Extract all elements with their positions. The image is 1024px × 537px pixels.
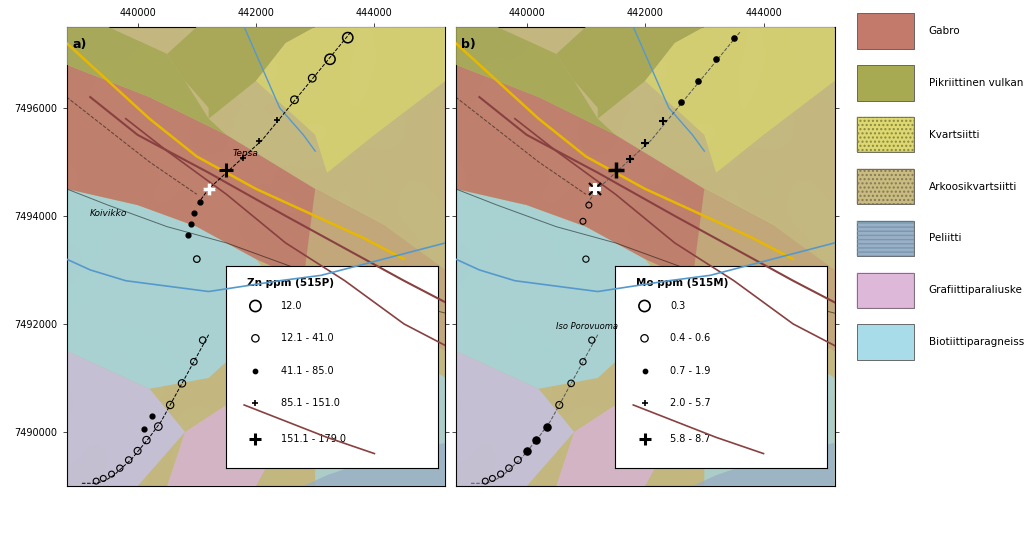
Point — [477, 477, 494, 485]
Polygon shape — [303, 443, 445, 486]
Point — [563, 379, 580, 388]
Text: Iso Porovuoma: Iso Porovuoma — [556, 322, 618, 331]
Point — [574, 358, 591, 366]
Bar — [857, 117, 914, 153]
Polygon shape — [67, 351, 185, 486]
Point — [129, 447, 145, 455]
Point — [185, 358, 202, 366]
Bar — [857, 169, 914, 205]
Bar — [857, 272, 914, 308]
Point — [501, 464, 517, 473]
Point — [518, 447, 535, 455]
Point — [322, 55, 338, 63]
Bar — [857, 221, 914, 256]
Point — [151, 422, 167, 431]
Point — [162, 401, 178, 409]
Point — [138, 436, 155, 444]
Point — [493, 470, 509, 478]
Polygon shape — [456, 64, 835, 351]
Point — [551, 401, 567, 409]
Point — [135, 425, 152, 433]
Bar — [857, 221, 914, 256]
Text: Peliitti: Peliitti — [929, 234, 962, 243]
Point — [121, 456, 137, 465]
Point — [191, 198, 208, 207]
Bar — [857, 169, 914, 205]
Point — [574, 217, 591, 226]
Polygon shape — [167, 27, 315, 119]
Point — [584, 336, 600, 344]
Polygon shape — [456, 351, 574, 486]
Text: a): a) — [73, 38, 87, 52]
Point — [287, 96, 303, 104]
Point — [182, 220, 199, 228]
Polygon shape — [67, 351, 185, 486]
Bar — [857, 272, 914, 308]
Point — [673, 98, 689, 107]
Point — [527, 436, 544, 444]
Text: Grafiittiparaliuske: Grafiittiparaliuske — [929, 285, 1023, 295]
Polygon shape — [67, 189, 286, 389]
Point — [578, 255, 594, 264]
Bar — [857, 13, 914, 49]
Text: Kvartsiitti: Kvartsiitti — [929, 129, 979, 140]
Polygon shape — [286, 189, 445, 351]
Polygon shape — [556, 27, 705, 119]
Point — [188, 255, 205, 264]
Text: Tepsa: Tepsa — [232, 149, 258, 158]
Point — [540, 422, 556, 431]
Point — [195, 336, 211, 344]
Point — [690, 77, 707, 85]
Point — [708, 55, 724, 63]
Point — [185, 209, 202, 217]
Polygon shape — [167, 405, 286, 486]
Point — [340, 33, 356, 42]
Polygon shape — [705, 351, 835, 486]
Bar — [857, 65, 914, 100]
Point — [726, 33, 742, 42]
Polygon shape — [692, 443, 835, 486]
Polygon shape — [456, 189, 675, 389]
Point — [144, 411, 161, 420]
Point — [112, 464, 128, 473]
Point — [484, 474, 501, 483]
Polygon shape — [315, 351, 445, 486]
Bar — [857, 117, 914, 153]
Text: Koivikko: Koivikko — [90, 209, 128, 218]
Polygon shape — [256, 27, 445, 173]
Text: b): b) — [462, 38, 476, 52]
Polygon shape — [67, 27, 226, 135]
Point — [95, 474, 112, 483]
Point — [88, 477, 104, 485]
Text: Biotiittiparagneissi: Biotiittiparagneissi — [929, 337, 1024, 347]
Polygon shape — [67, 64, 445, 351]
Polygon shape — [556, 405, 675, 486]
Text: Arkoosikvartsiitti: Arkoosikvartsiitti — [929, 182, 1017, 192]
Point — [304, 74, 321, 83]
Point — [103, 470, 120, 478]
Point — [180, 230, 197, 239]
Point — [581, 201, 597, 209]
Polygon shape — [456, 351, 574, 486]
Polygon shape — [645, 27, 835, 173]
Point — [510, 456, 526, 465]
Bar — [857, 324, 914, 360]
Text: Gabro: Gabro — [929, 26, 961, 36]
Polygon shape — [456, 27, 615, 135]
Point — [174, 379, 190, 388]
Polygon shape — [675, 189, 835, 351]
Text: Pikriittinen vulkaniitti: Pikriittinen vulkaniitti — [929, 78, 1024, 88]
